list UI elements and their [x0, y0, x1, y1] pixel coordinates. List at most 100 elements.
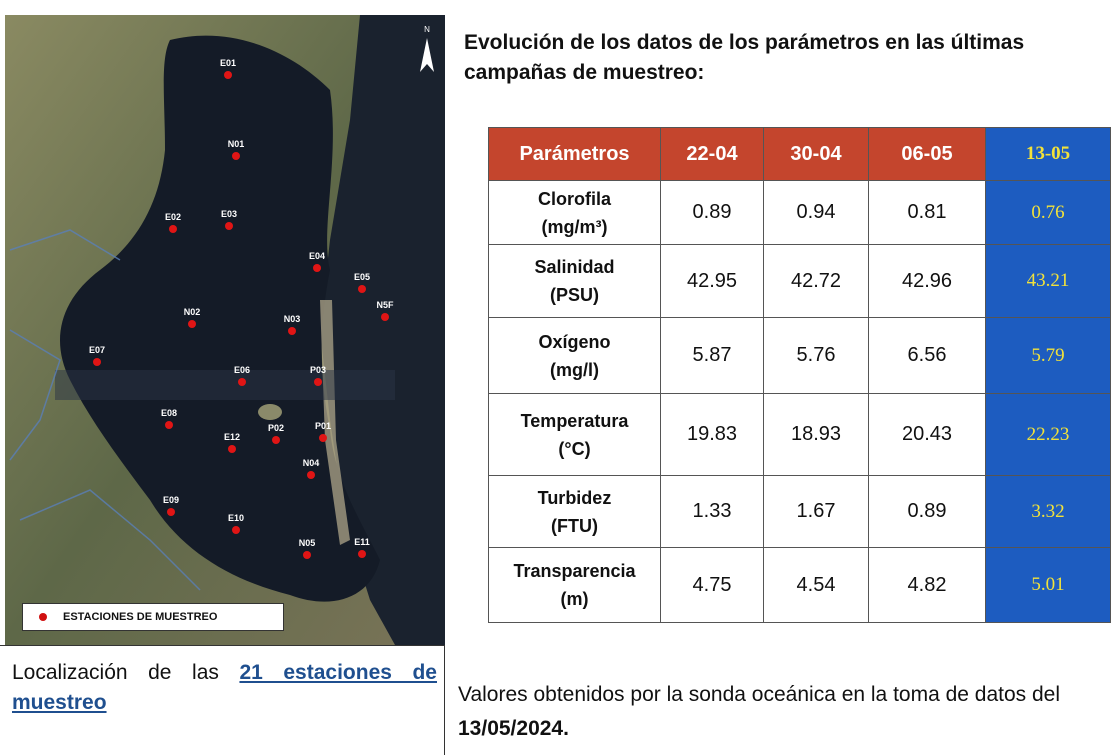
station-dot [232, 526, 240, 534]
heading-text: Evolución de los datos de los parámetros… [464, 31, 1025, 84]
map-caption: Localización de las 21 estaciones de mue… [12, 658, 437, 718]
value-cell: 1.33 [660, 475, 764, 548]
station-label: N02 [184, 307, 201, 317]
parameter-cell: Transparencia (m) [488, 547, 661, 623]
station-label: N04 [303, 458, 320, 468]
station-dot [165, 421, 173, 429]
value-cell: 6.56 [868, 317, 986, 394]
station-dot [93, 358, 101, 366]
station-dot [288, 327, 296, 335]
station-label: E11 [354, 537, 370, 547]
station-dot [169, 225, 177, 233]
map-legend: ESTACIONES DE MUESTREO [22, 603, 284, 631]
legend-dot [39, 613, 47, 622]
value-cell: 0.81 [868, 180, 986, 245]
parameter-name: Oxígeno [538, 331, 611, 352]
parameter-cell: Oxígeno (mg/l) [488, 317, 661, 394]
value-cell: 5.87 [660, 317, 764, 394]
table-caption: Valores obtenidos por la sonda oceánica … [458, 678, 1116, 746]
caption-text: Localización de las [12, 661, 219, 684]
station-dot [358, 285, 366, 293]
parameter-cell: Clorofila (mg/m³) [488, 180, 661, 245]
value-cell: 5.01 [985, 547, 1111, 623]
parameter-cell: Salinidad (PSU) [488, 244, 661, 318]
parameter-name: Clorofila [537, 188, 611, 209]
value-cell: 0.76 [985, 180, 1111, 245]
parameter-unit: (mg/m³) [541, 216, 608, 237]
parameter-unit: (°C) [558, 438, 591, 459]
station-label: N01 [228, 139, 245, 149]
station-label: N5F [376, 300, 394, 310]
value-cell: 4.82 [868, 547, 986, 623]
station-dot [224, 71, 232, 79]
value-cell: 42.72 [763, 244, 869, 318]
station-label: E10 [228, 513, 244, 523]
station-dot [314, 378, 322, 386]
value-cell: 19.83 [660, 393, 764, 476]
header-cell: 06-05 [868, 127, 986, 181]
parameter-name: Temperatura [520, 410, 629, 431]
heading: Evolución de los datos de los parámetros… [464, 28, 1116, 88]
value-cell: 20.43 [868, 393, 986, 476]
map: N E01 N01 E02 E03 E04 E05 N5F N02 N03 E07 E06 P03 E0… [5, 15, 445, 645]
station-label: E07 [89, 345, 105, 355]
station-label: P01 [315, 421, 331, 431]
station-label: E06 [234, 365, 250, 375]
value-cell: 43.21 [985, 244, 1111, 318]
header-cell: 30-04 [763, 127, 869, 181]
station-label: E09 [163, 495, 179, 505]
station-dot [188, 320, 196, 328]
parameter-name: Salinidad [534, 257, 615, 277]
value-cell: 42.95 [660, 244, 764, 318]
caption-text: Valores obtenidos por la sonda oceánica … [458, 683, 1061, 706]
station-dot [307, 471, 315, 479]
station-dot [358, 550, 366, 558]
value-cell: 22.23 [985, 393, 1111, 476]
station-label: E08 [161, 408, 177, 418]
station-dot [319, 434, 327, 442]
value-cell: 5.76 [763, 317, 869, 394]
value-cell: 4.75 [660, 547, 764, 623]
parameter-unit: (m) [560, 589, 589, 609]
divider [0, 645, 445, 646]
station-dot [225, 222, 233, 230]
station-label: E02 [165, 212, 181, 222]
parameter-cell: Temperatura (°C) [488, 393, 661, 476]
divider [444, 645, 445, 755]
station-label: N03 [284, 314, 301, 324]
station-dot [303, 551, 311, 559]
value-cell: 5.79 [985, 317, 1111, 394]
station-label: E04 [309, 251, 325, 261]
north-arrow [420, 38, 434, 72]
caption-link[interactable]: 21 estaciones de muestreo [12, 661, 437, 714]
parameter-unit: (mg/l) [550, 359, 599, 380]
value-cell: 0.89 [868, 475, 986, 548]
parameter-cell: Turbidez (FTU) [488, 475, 661, 548]
station-dot [238, 378, 246, 386]
value-cell: 1.67 [763, 475, 869, 548]
value-cell: 4.54 [763, 547, 869, 623]
station-label: E05 [354, 272, 370, 282]
station-dot [167, 508, 175, 516]
header-cell: 22-04 [660, 127, 764, 181]
station-label: E12 [224, 432, 240, 442]
value-cell: 0.94 [763, 180, 869, 245]
station-dot [313, 264, 321, 272]
parameter-unit: (FTU) [551, 515, 598, 536]
legend-label: ESTACIONES DE MUESTREO [63, 611, 218, 623]
header-cell: Parámetros [488, 127, 661, 181]
parameter-name: Transparencia [513, 561, 636, 581]
station-dot [272, 436, 280, 444]
header-cell: 13-05 [985, 127, 1111, 181]
station-label: P03 [310, 365, 326, 375]
value-cell: 3.32 [985, 475, 1111, 548]
north-label: N [424, 25, 430, 34]
value-cell: 0.89 [660, 180, 764, 245]
caption-end: . [563, 717, 569, 740]
station-dot [381, 313, 389, 321]
parameter-unit: (PSU) [550, 285, 599, 305]
station-dot [232, 152, 240, 160]
station-dot [228, 445, 236, 453]
value-cell: 18.93 [763, 393, 869, 476]
